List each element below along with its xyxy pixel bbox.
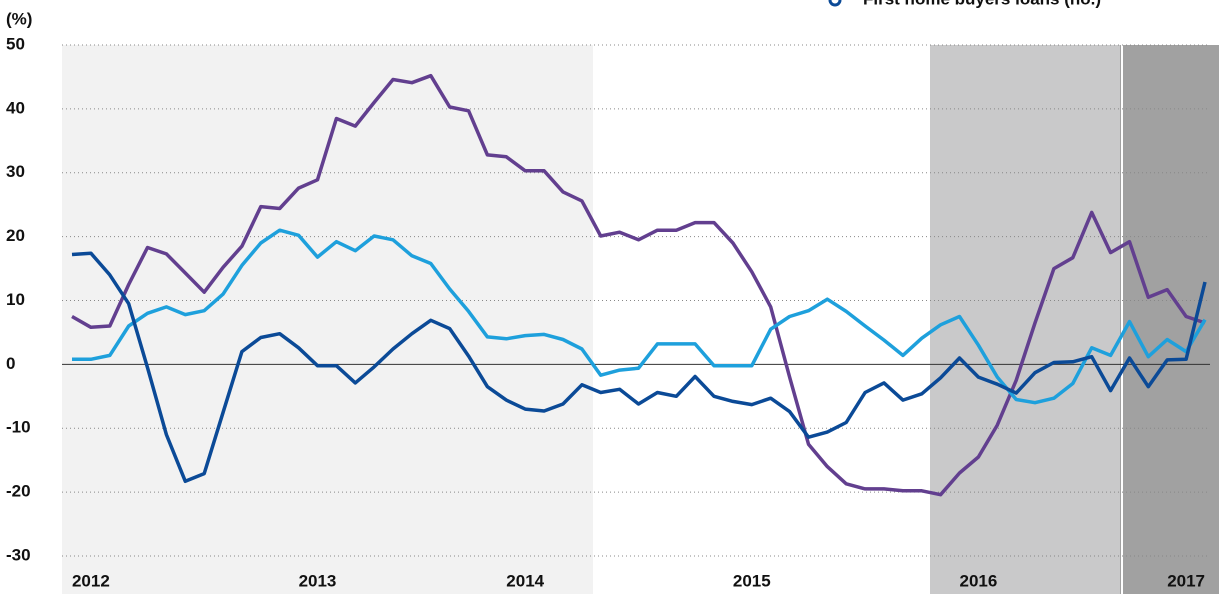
x-tick-label: 2012 <box>72 571 110 590</box>
y-tick-label: 50 <box>6 34 25 53</box>
x-tick-label: 2015 <box>733 571 771 590</box>
shade <box>1120 45 1219 594</box>
y-axis-label: (%) <box>6 9 32 28</box>
x-tick-label: 2014 <box>506 571 544 590</box>
series-line <box>71 73 1206 497</box>
series-line <box>71 251 1207 484</box>
y-tick-label: -30 <box>6 545 31 564</box>
y-tick-label: 0 <box>6 354 15 373</box>
legend-marker <box>828 0 842 7</box>
shade <box>62 45 593 594</box>
x-tick-label: 2013 <box>299 571 337 590</box>
x-tick-label: 2017 <box>1167 571 1205 590</box>
y-tick-label: 20 <box>6 226 25 245</box>
series-line <box>72 228 1207 405</box>
y-tick-label: 30 <box>6 162 25 181</box>
y-tick-label: -10 <box>6 418 31 437</box>
shade <box>930 45 1120 594</box>
legend-label: First home buyers loans (no.) <box>863 0 1101 8</box>
y-tick-label: -20 <box>6 482 31 501</box>
x-tick-label: 2016 <box>959 571 997 590</box>
y-tick-label: 40 <box>6 98 25 117</box>
y-tick-label: 10 <box>6 290 25 309</box>
